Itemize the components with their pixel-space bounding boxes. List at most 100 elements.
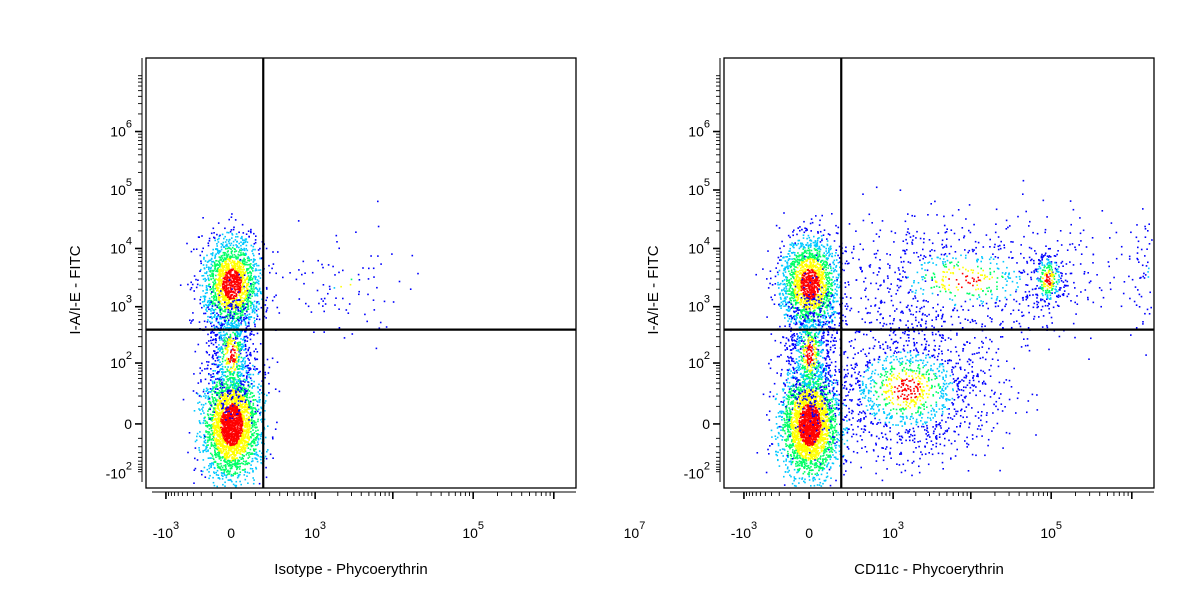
event-dot — [237, 408, 240, 410]
event-dot — [210, 339, 212, 342]
event-dot — [237, 379, 240, 382]
event-dot — [219, 396, 221, 398]
event-dot — [220, 432, 223, 434]
event-dot — [214, 408, 217, 411]
event-dot — [222, 443, 224, 445]
event-dot — [211, 405, 213, 408]
event-dot — [240, 237, 242, 240]
event-dot — [255, 412, 257, 415]
event-dot — [233, 411, 235, 414]
event-dot — [220, 459, 222, 462]
event-dot — [207, 285, 210, 287]
event-dot — [240, 318, 243, 321]
event-dot — [212, 331, 214, 334]
event-dot — [219, 397, 221, 400]
event-dot — [217, 415, 220, 418]
event-dot — [236, 465, 238, 468]
event-dot — [265, 286, 268, 289]
event-dot — [232, 299, 234, 301]
event-dot — [253, 263, 256, 266]
event-dot — [208, 431, 211, 433]
event-dot — [243, 274, 246, 276]
event-dot — [271, 357, 274, 360]
event-dot — [224, 392, 226, 395]
event-dot — [236, 387, 238, 389]
event-dot — [239, 422, 241, 425]
event-dot — [227, 280, 230, 282]
event-dot — [217, 296, 220, 299]
event-dot — [198, 408, 200, 410]
event-dot — [235, 394, 238, 396]
event-dot — [217, 405, 219, 407]
event-dot — [230, 376, 232, 379]
event-dot — [234, 458, 236, 460]
event-dot — [221, 360, 224, 363]
event-dot — [340, 285, 342, 288]
event-dot — [234, 268, 236, 271]
event-dot — [221, 363, 223, 365]
event-dot — [252, 414, 254, 417]
event-dot — [233, 277, 235, 280]
event-dot — [230, 229, 233, 231]
event-dot — [215, 274, 217, 277]
event-dot — [226, 359, 228, 361]
event-dot — [241, 343, 244, 345]
event-dot — [215, 352, 217, 355]
event-dot — [231, 340, 234, 342]
event-dot — [242, 384, 245, 386]
event-dot — [210, 299, 213, 302]
event-dot — [211, 380, 214, 383]
event-dot — [234, 428, 236, 430]
event-dot — [244, 360, 247, 363]
event-dot — [249, 283, 252, 285]
event-dot — [214, 239, 216, 242]
event-dot — [217, 327, 220, 330]
event-dot — [234, 278, 237, 280]
event-dot — [234, 443, 237, 445]
event-dot — [233, 327, 235, 329]
event-dot — [226, 313, 229, 316]
event-dot — [251, 292, 254, 295]
event-dot — [250, 354, 252, 357]
event-dot — [253, 394, 255, 397]
event-dot — [210, 268, 212, 270]
event-dot — [218, 451, 221, 454]
event-dot — [214, 268, 216, 270]
event-dot — [240, 262, 242, 265]
event-dot — [225, 383, 228, 385]
event-dot — [235, 382, 238, 384]
event-dot — [226, 368, 228, 371]
event-dot — [234, 265, 237, 268]
event-dot — [213, 472, 216, 474]
event-dot — [220, 307, 223, 309]
event-dot — [250, 419, 253, 422]
event-dot — [226, 251, 229, 253]
event-dot — [230, 351, 232, 354]
event-dot — [224, 344, 226, 347]
event-dot — [213, 402, 215, 404]
event-dot — [243, 320, 245, 322]
event-dot — [250, 244, 253, 247]
event-dot — [250, 330, 253, 333]
event-dot — [266, 288, 268, 290]
event-dot — [237, 322, 240, 324]
event-dot — [208, 467, 211, 470]
event-dot — [223, 253, 226, 256]
event-dot — [239, 307, 242, 310]
event-dot — [274, 388, 277, 390]
event-dot — [228, 267, 230, 270]
event-dot — [257, 437, 260, 440]
event-dot — [224, 481, 226, 484]
event-dot — [226, 455, 229, 458]
event-dot — [228, 291, 231, 294]
event-dot — [228, 430, 231, 432]
event-dot — [214, 308, 217, 311]
event-dot — [244, 470, 246, 473]
event-dot — [243, 446, 245, 449]
event-dot — [221, 416, 224, 418]
event-dot — [213, 400, 215, 402]
event-dot — [189, 319, 191, 322]
event-dot — [235, 420, 238, 423]
event-dot — [231, 307, 233, 310]
event-dot — [218, 457, 221, 459]
